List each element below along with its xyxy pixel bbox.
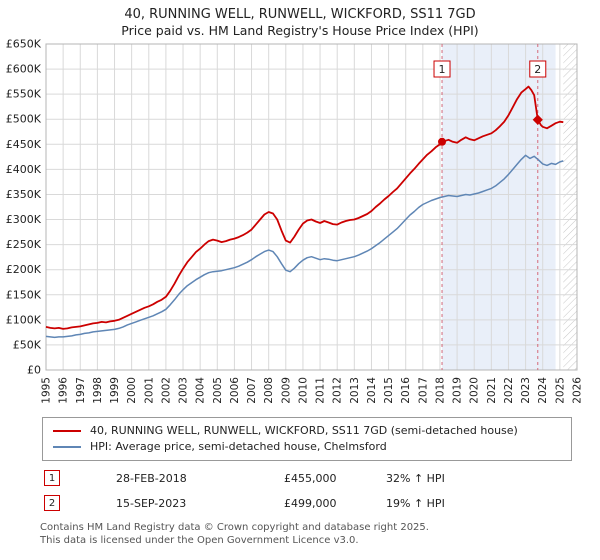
chart-header: 40, RUNNING WELL, RUNWELL, WICKFORD, SS1… — [0, 0, 600, 39]
legend-item-hpi: HPI: Average price, semi-detached house,… — [53, 439, 571, 455]
x-tick-label: 1999 — [109, 377, 121, 404]
y-tick-label: £350K — [6, 188, 42, 201]
y-tick-label: £250K — [6, 238, 42, 251]
legend-swatch-hpi — [53, 446, 81, 448]
x-tick-label: 2006 — [229, 377, 241, 404]
hatched-region — [563, 44, 577, 370]
sale-2-date: 15-SEP-2023 — [116, 496, 187, 510]
y-tick-label: £450K — [6, 138, 42, 151]
y-tick-label: £400K — [6, 163, 42, 176]
price-chart: £0 £50K £100K £150K £200K £250K £300K £350K £400… — [6, 39, 584, 404]
x-tick-label: 2019 — [452, 377, 464, 404]
sale-1-price: £455,000 — [284, 471, 337, 485]
sale-2-badge: 2 — [44, 495, 60, 511]
x-tick-label: 2007 — [246, 377, 258, 404]
x-tick-label: 2026 — [572, 377, 584, 404]
y-tick-label: £0 — [27, 364, 41, 377]
sale-marker-badge-number: 2 — [534, 63, 541, 76]
page-subtitle: Price paid vs. HM Land Registry's House … — [121, 23, 479, 38]
sale-marker-badge — [529, 60, 547, 78]
sale-1-badge: 1 — [44, 470, 60, 486]
x-tick-label: 2015 — [383, 377, 395, 404]
legend: 40, RUNNING WELL, RUNWELL, WICKFORD, SS1… — [42, 417, 572, 461]
y-tick-label: £200K — [6, 263, 42, 276]
legend-item-property: 40, RUNNING WELL, RUNWELL, WICKFORD, SS1… — [53, 423, 571, 439]
sale-marker-point — [438, 137, 447, 146]
x-tick-label: 2017 — [417, 377, 429, 404]
x-tick-label: 2003 — [178, 377, 190, 404]
x-tick-label: 2022 — [503, 377, 515, 404]
hpi-line — [45, 154, 564, 339]
x-tick-label: 2002 — [160, 377, 172, 404]
x-tick-label: 2025 — [554, 377, 566, 404]
sale-2-price: £499,000 — [284, 496, 337, 510]
y-tick-label: £50K — [13, 338, 42, 351]
x-tick-label: 2010 — [297, 377, 309, 404]
x-tick-label: 2013 — [349, 377, 361, 404]
y-tick-label: £150K — [6, 288, 42, 301]
x-tick-label: 2001 — [143, 377, 155, 404]
sale-1-hpi: 32% ↑ HPI — [386, 471, 445, 485]
attribution-footer: Contains HM Land Registry data © Crown c… — [40, 521, 600, 547]
sale-2-hpi: 19% ↑ HPI — [386, 496, 445, 510]
y-tick-label: £100K — [6, 313, 42, 326]
property-price-line — [45, 85, 564, 330]
footer-line-1: Contains HM Land Registry data © Crown c… — [40, 522, 429, 533]
y-tick-label: £650K — [6, 39, 42, 51]
x-tick-label: 1996 — [58, 377, 70, 404]
plot-border — [45, 43, 578, 371]
sale-marker-badge-number: 1 — [439, 63, 446, 76]
x-tick-label: 2005 — [212, 377, 224, 404]
legend-swatch-property — [53, 430, 81, 432]
x-tick-label: 2004 — [195, 377, 207, 404]
x-tick-label: 2012 — [332, 377, 344, 404]
x-tick-label: 2014 — [366, 377, 378, 404]
legend-label-property: 40, RUNNING WELL, RUNWELL, WICKFORD, SS1… — [90, 424, 518, 437]
shaded-region — [442, 44, 556, 370]
x-tick-label: 2023 — [520, 377, 532, 404]
x-tick-label: 2009 — [280, 377, 292, 404]
x-tick-label: 1998 — [92, 377, 104, 404]
x-tick-label: 2020 — [469, 377, 481, 404]
page-title: 40, RUNNING WELL, RUNWELL, WICKFORD, SS1… — [124, 7, 476, 22]
y-tick-label: £500K — [6, 113, 42, 126]
sale-marker-badge — [433, 60, 451, 78]
footer-line-2: This data is licensed under the Open Gov… — [40, 535, 359, 546]
x-tick-label: 2018 — [434, 377, 446, 404]
sale-row-1: 1 28-FEB-2018 £455,000 32% ↑ HPI — [44, 470, 600, 486]
y-tick-label: £600K — [6, 63, 42, 76]
x-tick-label: 1997 — [75, 377, 87, 404]
y-tick-label: £300K — [6, 213, 42, 226]
sale-marker-point — [532, 114, 543, 125]
sale-1-date: 28-FEB-2018 — [116, 471, 187, 485]
x-tick-label: 2000 — [126, 377, 138, 404]
y-tick-label: £550K — [6, 88, 42, 101]
x-tick-label: 2021 — [486, 377, 498, 404]
x-tick-label: 2008 — [263, 377, 275, 404]
x-tick-label: 2016 — [400, 377, 412, 404]
x-tick-label: 2024 — [537, 377, 549, 404]
x-tick-label: 1995 — [41, 377, 53, 404]
legend-label-hpi: HPI: Average price, semi-detached house,… — [90, 440, 387, 453]
sale-row-2: 2 15-SEP-2023 £499,000 19% ↑ HPI — [44, 495, 600, 511]
x-tick-label: 2011 — [315, 377, 327, 404]
